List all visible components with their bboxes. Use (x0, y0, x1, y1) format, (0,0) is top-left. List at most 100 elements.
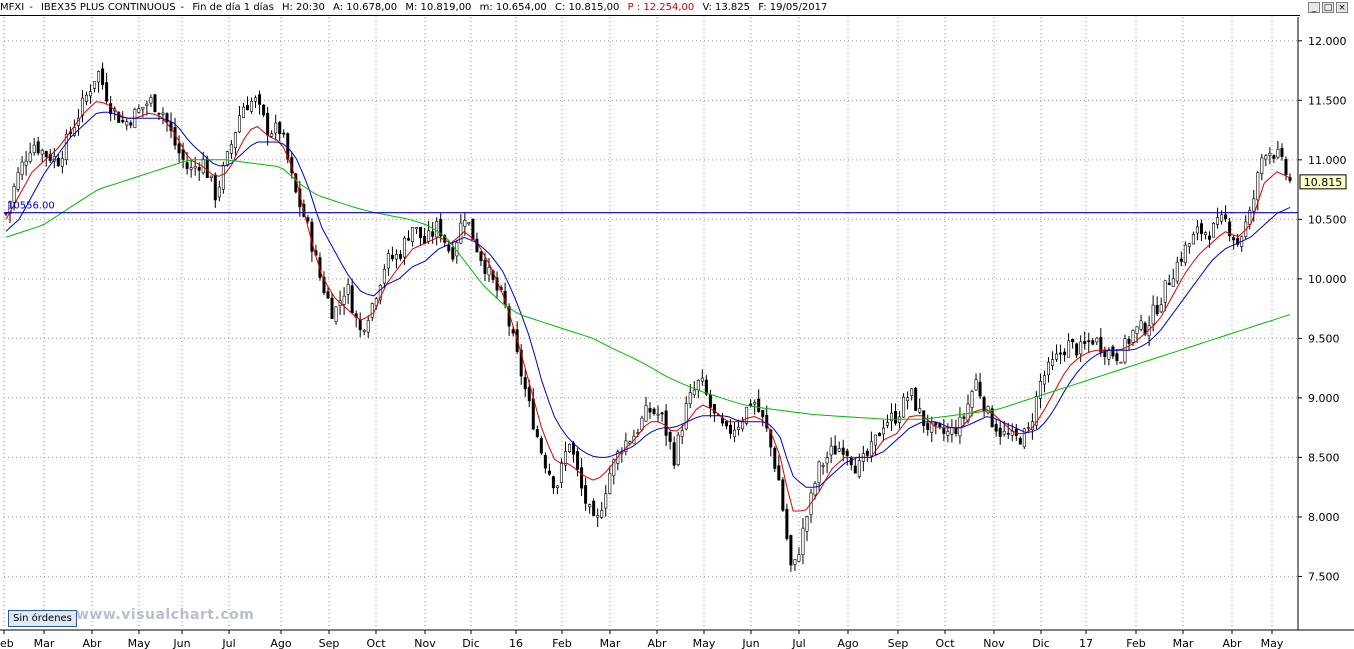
candle-body (596, 515, 600, 518)
x-tick-label: May (693, 637, 716, 649)
x-tick-label: May (1261, 637, 1284, 649)
orders-status-badge[interactable]: Sin órdenes (8, 610, 77, 627)
candle-body (334, 306, 338, 322)
candle-body (117, 111, 121, 123)
candle-body (970, 391, 974, 408)
candle-body (346, 284, 350, 295)
candle-body (954, 427, 958, 434)
x-tick-label: Mar (34, 637, 55, 649)
candle-body (225, 151, 229, 166)
candle-body (576, 451, 580, 470)
candle-body (1119, 361, 1123, 364)
candle-body (459, 222, 463, 244)
y-tick-label: 8.000 (1308, 511, 1340, 524)
x-tick-label: Oct (366, 637, 386, 649)
candle-body (910, 388, 914, 396)
candle-body (978, 381, 982, 397)
candle-body (1207, 235, 1211, 240)
candle-body (378, 285, 382, 301)
x-tick-label: Mar (600, 637, 621, 649)
x-tick-label: 17 (1079, 637, 1093, 649)
candle-body (451, 247, 455, 260)
candle-body (700, 377, 704, 382)
candle-body (1087, 340, 1091, 343)
candle-body (342, 295, 346, 305)
candle-body (737, 426, 741, 431)
candle-body (998, 427, 1002, 437)
candle-body (44, 151, 48, 158)
candle-body (1252, 198, 1256, 212)
candle-body (584, 485, 588, 504)
header-divider (0, 15, 1300, 16)
candle-body (1006, 432, 1010, 435)
candle-body (918, 408, 922, 413)
x-tick-label: Feb (552, 637, 571, 649)
date-value: F: 19/05/2017 (758, 2, 828, 13)
candle-body (197, 167, 201, 171)
mid-moving-average-line (5, 111, 1291, 488)
y-tick-label: 11.000 (1308, 154, 1347, 167)
candle-body (1191, 234, 1195, 245)
candle-body (1187, 243, 1191, 247)
candle-body (366, 320, 370, 333)
candle-body (262, 104, 266, 116)
candle-body (539, 438, 543, 454)
candle-body (1026, 427, 1030, 429)
candle-body (1280, 147, 1284, 157)
candle-body (193, 166, 197, 169)
candle-body (40, 150, 44, 155)
candle-body (757, 398, 761, 412)
x-tick-label: Feb (1126, 637, 1145, 649)
p-value: P : 12.254,00 (627, 2, 695, 13)
bar-time: H: 20:30 (281, 2, 325, 13)
candle-body (1171, 278, 1175, 287)
candle-body (708, 394, 712, 408)
candle-body (157, 112, 161, 115)
candle-body (1107, 349, 1111, 360)
minimize-button[interactable]: _ (1308, 2, 1320, 13)
x-tick-label: Abr (1222, 637, 1242, 649)
candle-body (1067, 340, 1071, 358)
candle-body (580, 467, 584, 489)
y-tick-label: 9.500 (1308, 332, 1340, 345)
candle-body (777, 465, 781, 481)
x-tick-label: Abr (647, 637, 667, 649)
candle-body (926, 423, 930, 430)
candle-body (688, 392, 692, 404)
y-tick-label: 9.000 (1308, 392, 1340, 405)
candle-body (535, 429, 539, 437)
candle-body (48, 153, 52, 161)
maximize-button[interactable]: □ (1322, 2, 1334, 13)
candle-body (60, 158, 64, 167)
candle-body (519, 349, 523, 377)
candle-body (443, 234, 447, 243)
candle-body (572, 442, 576, 455)
candle-body (185, 162, 189, 169)
candle-body (149, 97, 153, 104)
candle-body (411, 227, 415, 243)
candle-body (833, 445, 837, 455)
candle-body (1260, 157, 1264, 174)
candle-body (8, 201, 12, 214)
candle-body (958, 416, 962, 437)
last-price-box (1299, 174, 1347, 190)
candle-body (849, 457, 853, 466)
candle-body (326, 291, 330, 299)
candle-body (24, 160, 28, 166)
candle-body (664, 410, 668, 436)
x-tick-label: Ago (837, 637, 859, 649)
x-tick-label: Sep (888, 637, 909, 649)
candle-body (97, 71, 101, 83)
candle-body (382, 268, 386, 284)
candle-body (1083, 341, 1087, 345)
candle-body (1179, 258, 1183, 262)
candle-body (1115, 353, 1119, 362)
candle-body (229, 144, 233, 154)
candle-body (1272, 155, 1276, 159)
candle-body (994, 424, 998, 432)
close-button[interactable]: × (1336, 2, 1348, 13)
candle-body (463, 219, 467, 227)
candle-body (306, 217, 310, 222)
candle-body (20, 161, 24, 176)
